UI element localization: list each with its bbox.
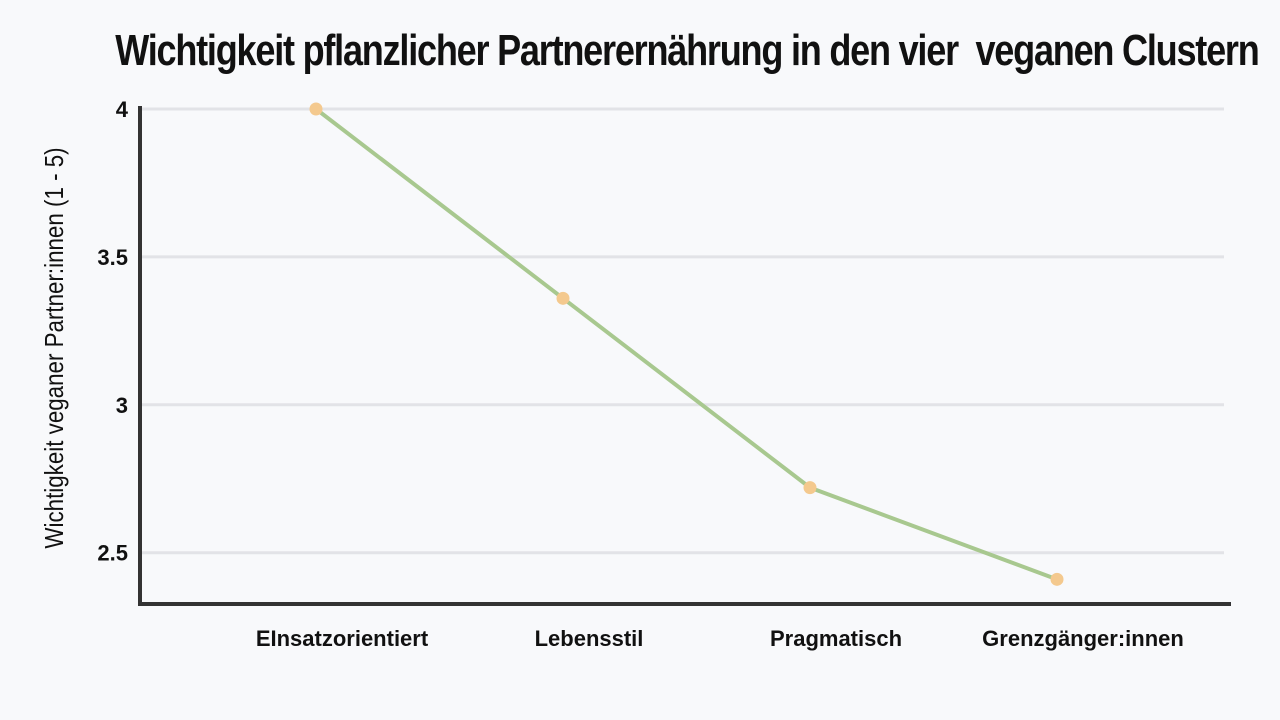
y-tick-label: 3 xyxy=(116,393,128,418)
grid-lines xyxy=(140,107,1224,555)
data-point xyxy=(556,291,570,305)
y-tick-label: 2.5 xyxy=(97,541,128,566)
y-tick-label: 4 xyxy=(116,97,129,122)
x-tick-label: Grenzgänger:innen xyxy=(982,626,1184,651)
x-tick-label: Pragmatisch xyxy=(770,626,902,651)
x-tick-label: Lebensstil xyxy=(535,626,644,651)
x-tick-label: EInsatzorientiert xyxy=(256,626,429,651)
y-tick-label: 3.5 xyxy=(97,245,128,270)
y-tick-labels: 2.5 3 3.5 4 xyxy=(97,97,128,566)
data-point xyxy=(309,102,323,116)
y-axis-title: Wichtigkeit veganer Partner:innen (1 - 5… xyxy=(40,147,69,548)
x-tick-labels: EInsatzorientiert Lebensstil Pragmatisch Gr… xyxy=(256,626,1184,651)
series-layer xyxy=(309,102,1064,586)
data-point xyxy=(1050,572,1064,586)
series-line xyxy=(314,107,1059,582)
data-point xyxy=(803,481,817,495)
axes xyxy=(138,106,1231,606)
